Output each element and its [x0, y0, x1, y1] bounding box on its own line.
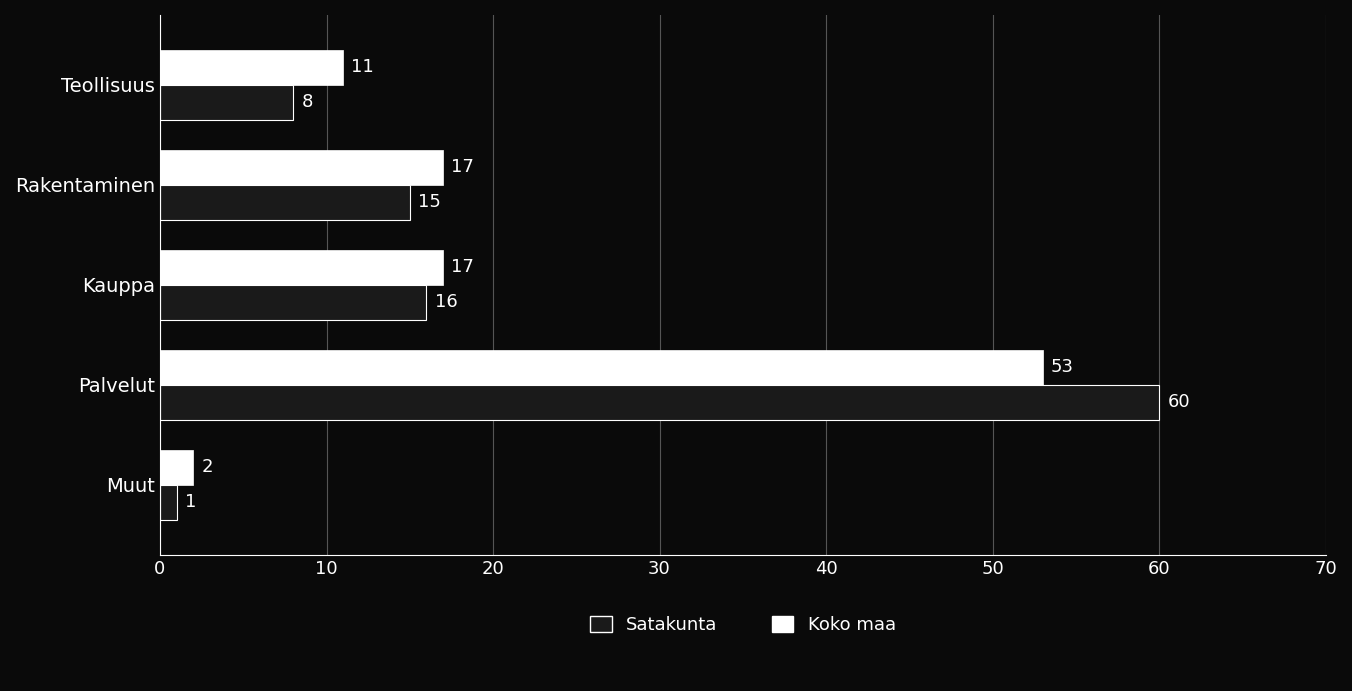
Text: 60: 60: [1167, 393, 1190, 411]
Legend: Satakunta, Koko maa: Satakunta, Koko maa: [581, 607, 904, 643]
Text: 2: 2: [201, 458, 214, 476]
Text: 11: 11: [352, 59, 375, 77]
Text: 16: 16: [435, 294, 457, 312]
Bar: [160, 350, 1042, 385]
Bar: [160, 485, 177, 520]
Text: 15: 15: [418, 193, 441, 211]
Bar: [160, 185, 410, 220]
Bar: [160, 85, 293, 120]
Bar: [160, 385, 1159, 419]
Text: 17: 17: [452, 158, 475, 176]
Bar: [160, 450, 193, 485]
Text: 1: 1: [185, 493, 196, 511]
Text: 8: 8: [301, 93, 312, 111]
Bar: [160, 250, 443, 285]
Bar: [160, 150, 443, 185]
Text: 53: 53: [1051, 359, 1073, 377]
Text: 17: 17: [452, 258, 475, 276]
Bar: [160, 50, 343, 85]
Bar: [160, 285, 426, 320]
